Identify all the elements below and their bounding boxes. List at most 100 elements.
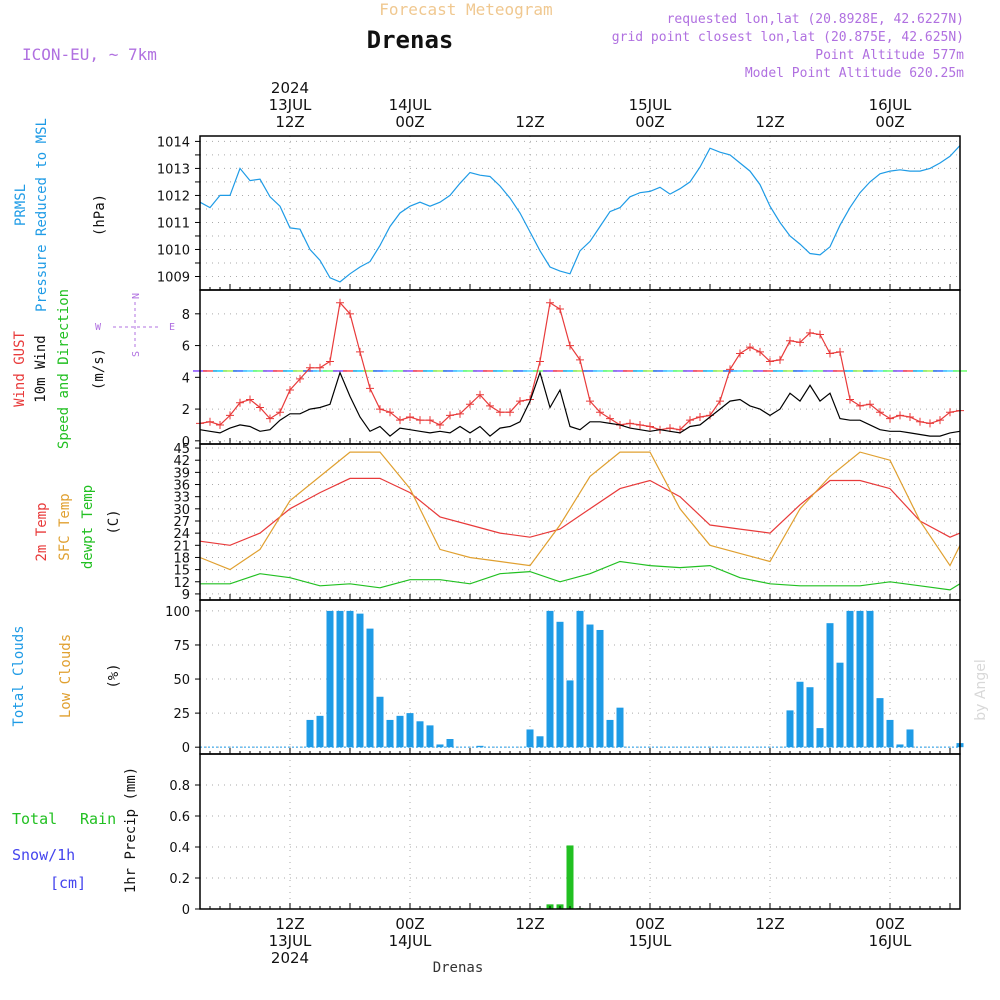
wind-gust-point: [586, 397, 594, 406]
requested-coords: requested lon,lat (20.8928E, 42.6227N): [667, 12, 964, 27]
cloud-bar: [426, 725, 434, 748]
precipitation-frame: [199, 753, 961, 910]
cloud-bar: [786, 710, 794, 748]
y-tick-label: 45: [173, 442, 190, 457]
y-tick-label: 0: [182, 435, 190, 450]
wind-gust-point: [696, 413, 704, 422]
wind-gust-point: [366, 384, 374, 393]
data-layer: [193, 145, 967, 910]
time-label-top: 2024: [271, 79, 309, 97]
wind-gust-point: [396, 416, 404, 425]
rain-label: Rain: [80, 810, 116, 828]
wind-gust-point: [456, 409, 464, 418]
wind-gust-point: [856, 401, 864, 410]
wind-gust-point: [646, 422, 654, 431]
y-tick-label: 4: [182, 371, 190, 386]
wind-gust-point: [906, 413, 914, 422]
cloud-bar: [366, 628, 374, 748]
wind-dir-label: Speed and Direction: [56, 289, 72, 449]
wind-gust-point: [806, 328, 814, 337]
pressure-line: [199, 145, 961, 283]
time-label-top: 00Z: [395, 113, 424, 131]
wind-gust-point: [596, 408, 604, 417]
wind-gust-point: [736, 349, 744, 358]
precip-unit: 1hr Precip (mm): [123, 767, 139, 893]
wind-gust-point: [556, 305, 564, 314]
wind-gust-line: [199, 301, 961, 431]
low-clouds-label: Low Clouds: [58, 634, 74, 718]
time-label-top: 15JUL: [629, 96, 672, 114]
compass-s: S: [131, 351, 142, 357]
time-label-bottom: 14JUL: [389, 932, 432, 950]
wind-gust-point: [336, 298, 344, 307]
y-tick-label: 0.6: [169, 810, 190, 825]
y-tick-label: 12: [173, 576, 190, 591]
y-tick-label: 1011: [157, 216, 190, 231]
compass-w: W: [95, 322, 102, 333]
cloud-bar: [846, 610, 854, 748]
y-tick-label: 1012: [157, 189, 190, 204]
y-tick-label: 2: [182, 403, 190, 418]
wind-gust-point: [926, 419, 934, 428]
time-label-bottom: 00Z: [635, 915, 664, 933]
wind-gust-point: [866, 400, 874, 409]
tsfc-line: [199, 451, 961, 571]
wind-frame: [199, 289, 961, 445]
cloud-bar: [436, 744, 444, 748]
wind-gust-point: [936, 416, 944, 425]
wind-gust-point: [486, 401, 494, 410]
y-tick-label: 30: [173, 503, 190, 518]
y-tick-label: 75: [173, 639, 190, 654]
cloud-bar: [566, 680, 574, 748]
total-clouds-label: Total Clouds: [11, 625, 27, 726]
cloud-bar: [796, 681, 804, 748]
wind-gust-point: [846, 395, 854, 404]
cloud-bar: [336, 610, 344, 748]
wind-gust-point: [506, 408, 514, 417]
y-tick-label: 9: [182, 588, 190, 603]
wind-gust-point: [836, 347, 844, 356]
wind-gust-point: [386, 408, 394, 417]
t2m-label: 2m Temp: [34, 502, 50, 561]
wind-gust-point: [886, 414, 894, 423]
cloud-bar: [396, 715, 404, 748]
cloud-bar: [536, 736, 544, 748]
time-label-top: 14JUL: [389, 96, 432, 114]
pressure-unit: (hPa): [92, 194, 108, 236]
clouds-unit: (%): [106, 663, 122, 688]
point-altitude: Point Altitude 577m: [815, 48, 964, 63]
wind-gust-point: [776, 355, 784, 364]
time-label-bottom: 12Z: [755, 915, 784, 933]
compass-icon: N S W E: [95, 293, 175, 357]
pressure-label-1: PRMSL: [13, 184, 29, 226]
pressure-frame: [199, 135, 961, 291]
time-label-top: 00Z: [875, 113, 904, 131]
wind-gust-point: [576, 355, 584, 364]
wind-gust-point: [636, 420, 644, 429]
y-tick-label: 1009: [157, 270, 190, 285]
y-tick-label: 1010: [157, 243, 190, 258]
wind-gust-point: [816, 330, 824, 339]
cloud-bar: [556, 621, 564, 748]
y-tick-label: 42: [173, 454, 190, 469]
wind-gust-point: [496, 408, 504, 417]
cloud-bar: [446, 739, 454, 748]
time-label-top: 16JUL: [869, 96, 912, 114]
wind-gust-point: [406, 413, 414, 422]
footer-location: Drenas: [433, 960, 484, 976]
dewpt-label: dewpt Temp: [80, 485, 96, 569]
cloud-bar: [906, 729, 914, 748]
y-tick-label: 8: [182, 308, 190, 323]
wind-gust-point: [246, 395, 254, 404]
y-tick-label: 15: [173, 564, 190, 579]
wind-unit: (m/s): [91, 348, 107, 390]
time-label-top: 00Z: [635, 113, 664, 131]
time-label-top: 12Z: [515, 113, 544, 131]
wind-gust-point: [266, 414, 274, 423]
snow-label: Snow/1h: [12, 846, 75, 864]
y-tick-label: 0: [182, 741, 190, 756]
wind-gust-point: [376, 405, 384, 414]
y-tick-label: 1013: [157, 162, 190, 177]
y-tick-label: 27: [173, 515, 190, 530]
